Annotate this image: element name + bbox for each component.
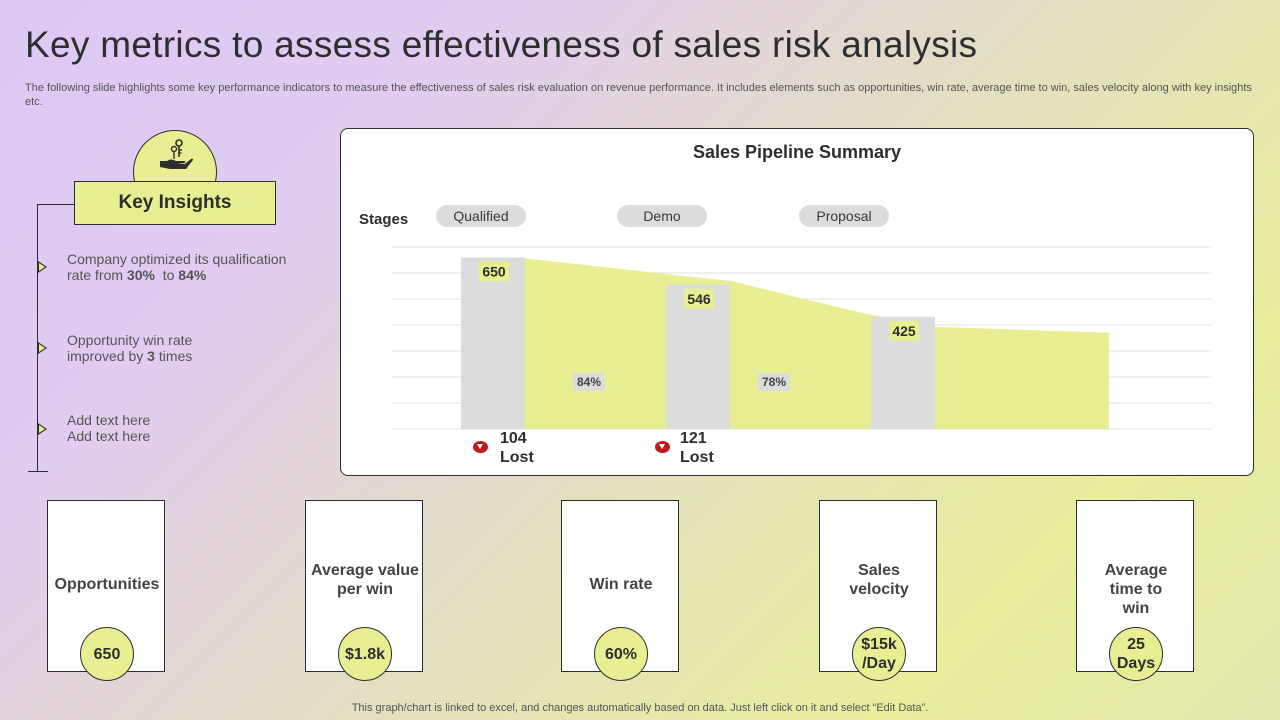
metric-value: $15k /Day <box>852 627 906 681</box>
conversion-rate-label: 78% <box>762 375 786 389</box>
bullet-arrow-icon <box>38 342 47 354</box>
bar-value-bg <box>684 288 714 309</box>
insights-connector <box>37 204 74 205</box>
page-subtitle: The following slide highlights some key … <box>25 82 1252 108</box>
bar-value-bg <box>479 261 509 282</box>
metric-value: 60% <box>594 627 648 681</box>
down-arrow-icon <box>473 441 488 453</box>
bullet-arrow-icon <box>38 261 47 273</box>
conversion-rate-label: 84% <box>577 375 601 389</box>
bar-value-label: 546 <box>687 291 711 307</box>
bullet-arrow-icon <box>38 423 47 435</box>
conversion-label-bg <box>758 373 790 391</box>
stage-pill-qualified: Qualified <box>436 205 526 227</box>
insights-timeline-end <box>28 471 48 472</box>
hand-with-keys-icon <box>160 139 193 169</box>
chart-plot: 650 546 425 84% 78% <box>391 246 1211 430</box>
metric-label: Win rate <box>589 576 653 593</box>
conversion-label-bg <box>573 373 605 391</box>
page-title: Key metrics to assess effectiveness of s… <box>25 24 978 65</box>
bar-qualified <box>461 257 525 429</box>
metric-card-sales-velocity: Sales velocity $15k /Day <box>819 500 937 681</box>
stages-label: Stages <box>359 211 409 228</box>
chart-title: Sales Pipeline Summary <box>692 142 902 162</box>
footer-note: This graph/chart is linked to excel, and… <box>351 702 929 714</box>
key-insights-heading: Key Insights <box>74 181 276 225</box>
bar-value-label: 650 <box>482 263 506 279</box>
bar-demo <box>666 284 730 429</box>
metric-card-opportunities: Opportunities 650 <box>47 500 165 681</box>
stage-pill-demo: Demo <box>617 205 707 227</box>
conversion-area <box>525 258 1109 429</box>
insight-item-2: Opportunity win rate improved by 3 times <box>67 332 193 364</box>
metric-value: 25 Days <box>1109 627 1163 681</box>
metric-card-average-value-per-win: Average value per win $1.8k <box>305 500 423 681</box>
insight-item-3: Add text here Add text here <box>67 412 151 444</box>
metric-label: Opportunities <box>54 576 160 593</box>
down-arrow-icon <box>655 441 670 453</box>
metric-label: Average time to win <box>1104 562 1168 617</box>
insight-item-1: Company optimized its qualification rate… <box>67 251 287 283</box>
metric-value: 650 <box>80 627 134 681</box>
lost-label-2: 121 Lost <box>680 430 714 466</box>
metric-card-average-time-to-win: Average time to win 25 Days <box>1076 500 1194 681</box>
stage-pill-proposal: Proposal <box>799 205 889 227</box>
metric-value: $1.8k <box>338 627 392 681</box>
bar-value-label: 425 <box>892 323 916 339</box>
metric-card-win-rate: Win rate 60% <box>561 500 679 681</box>
lost-label-1: 104 Lost <box>500 430 534 466</box>
metric-label: Sales velocity <box>849 562 909 598</box>
metric-label: Average value per win <box>311 562 419 598</box>
bar-value-bg <box>889 320 919 341</box>
sales-pipeline-chart[interactable]: Sales Pipeline Summary Stages Qualified … <box>340 128 1254 476</box>
insights-timeline-line <box>37 204 38 472</box>
